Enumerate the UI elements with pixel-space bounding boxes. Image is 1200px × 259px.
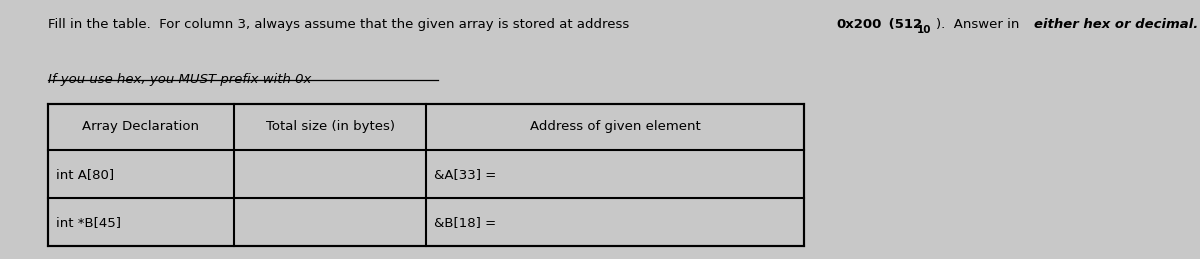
Text: &A[33] =: &A[33] = (434, 168, 497, 181)
Text: either hex or decimal.: either hex or decimal. (1034, 18, 1199, 31)
Text: Array Declaration: Array Declaration (83, 120, 199, 133)
Text: 0x200: 0x200 (836, 18, 882, 31)
Text: &B[18] =: &B[18] = (434, 215, 497, 229)
Text: (512: (512 (884, 18, 923, 31)
Text: 10: 10 (917, 25, 931, 35)
Text: If you use hex, you MUST prefix with 0x: If you use hex, you MUST prefix with 0x (48, 73, 311, 85)
Text: Total size (in bytes): Total size (in bytes) (265, 120, 395, 133)
Text: Address of given element: Address of given element (529, 120, 701, 133)
Text: int *B[45]: int *B[45] (56, 215, 121, 229)
Text: Fill in the table.  For column 3, always assume that the given array is stored a: Fill in the table. For column 3, always … (48, 18, 634, 31)
Text: int A[80]: int A[80] (56, 168, 114, 181)
Text: ).  Answer in: ). Answer in (936, 18, 1024, 31)
